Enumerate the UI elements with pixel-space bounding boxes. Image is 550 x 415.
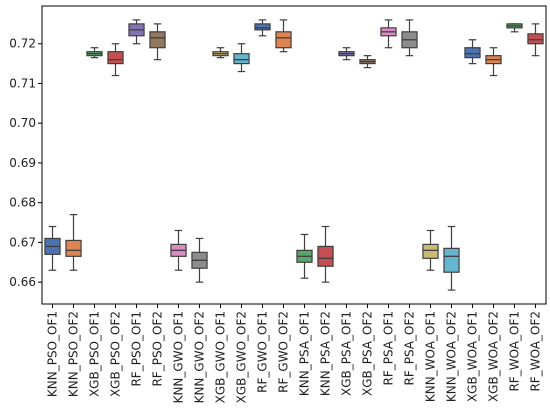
iqr-box	[317, 245, 334, 267]
x-tick-label: KNN_PSO_OF2	[67, 311, 81, 397]
box-rf-pso-of2	[149, 23, 166, 61]
x-tick-label: KNN_PSO_OF1	[46, 311, 60, 397]
box-knn-woa-of2	[443, 225, 460, 291]
x-tick-label: RF_WOA_OF2	[529, 311, 543, 392]
box-xgb-psa-of1	[338, 47, 355, 61]
y-tick-label: 0.66	[9, 275, 36, 289]
box-rf-woa-of2	[527, 23, 544, 57]
x-tick-label: KNN_PSA_OF1	[298, 311, 312, 396]
box-knn-woa-of1	[422, 229, 439, 271]
box-xgb-gwo-of2	[233, 43, 250, 73]
iqr-box	[275, 31, 292, 49]
x-tick-label: RF_PSO_OF1	[130, 311, 144, 387]
x-tick-label: XGB_PSO_OF2	[109, 311, 123, 397]
x-tick-label: XGB_WOA_OF1	[466, 311, 480, 402]
x-tick-label: XGB_GWO_OF1	[214, 311, 228, 403]
box-xgb-pso-of2	[107, 43, 124, 77]
iqr-box	[464, 47, 481, 59]
iqr-box	[527, 33, 544, 45]
box-knn-pso-of2	[65, 214, 82, 271]
x-tick-label: KNN_WOA_OF2	[445, 311, 459, 402]
box-knn-gwo-of1	[170, 229, 187, 271]
x-tick-label: RF_PSA_OF1	[382, 311, 396, 386]
y-tick-label: 0.70	[9, 116, 36, 130]
box-knn-psa-of1	[296, 233, 313, 279]
x-tick-label: RF_GWO_OF2	[277, 311, 291, 393]
iqr-box	[65, 239, 82, 257]
x-tick-label: XGB_WOA_OF2	[487, 311, 501, 402]
y-tick-label: 0.67	[9, 235, 36, 249]
y-tick-label: 0.72	[9, 37, 36, 51]
iqr-box	[254, 23, 271, 31]
iqr-box	[149, 31, 166, 49]
y-tick-label: 0.69	[9, 156, 36, 170]
box-xgb-gwo-of1	[212, 47, 229, 59]
y-tick-label: 0.68	[9, 196, 36, 210]
box-xgb-psa-of2	[359, 55, 376, 69]
x-tick-label: RF_PSA_OF2	[403, 311, 417, 386]
box-rf-gwo-of2	[275, 19, 292, 53]
box-rf-gwo-of1	[254, 19, 271, 37]
x-tick-label: KNN_WOA_OF1	[424, 311, 438, 402]
box-knn-psa-of2	[317, 225, 334, 283]
plot-frame	[41, 5, 547, 305]
x-tick-label: RF_PSO_OF2	[151, 311, 165, 387]
box-rf-psa-of1	[380, 19, 397, 49]
x-axis: KNN_PSO_OF1 KNN_PSO_OF2 XGB_PSO_OF1 XGB_PSO…	[46, 304, 543, 403]
x-tick-label: RF_WOA_OF1	[508, 311, 522, 392]
iqr-box	[422, 243, 439, 259]
box-xgb-woa-of1	[464, 39, 481, 65]
box-xgb-woa-of2	[485, 47, 502, 77]
x-tick-label: KNN_GWO_OF2	[193, 311, 207, 403]
box-knn-pso-of1	[44, 225, 61, 271]
y-axis: 0.66 0.67 0.68 0.69 0.70 0.71 0.72	[9, 37, 42, 289]
x-tick-label: RF_GWO_OF1	[256, 311, 270, 393]
x-tick-label: XGB_PSA_OF2	[361, 311, 375, 396]
box-rf-woa-of1	[506, 23, 523, 33]
x-tick-label: XGB_GWO_OF2	[235, 311, 249, 403]
x-tick-label: XGB_PSA_OF1	[340, 311, 354, 396]
y-tick-label: 0.71	[9, 76, 36, 90]
box-rf-pso-of1	[128, 19, 145, 45]
x-tick-label: KNN_PSA_OF2	[319, 311, 333, 396]
box-rf-psa-of2	[401, 19, 418, 57]
iqr-box	[233, 53, 250, 65]
iqr-box	[107, 51, 124, 65]
x-tick-label: XGB_PSO_OF1	[88, 311, 102, 397]
x-tick-label: KNN_GWO_OF1	[172, 311, 186, 403]
iqr-box	[443, 247, 460, 273]
box-xgb-pso-of1	[86, 47, 103, 59]
plot-area	[44, 19, 544, 291]
box-knn-gwo-of2	[191, 237, 208, 283]
